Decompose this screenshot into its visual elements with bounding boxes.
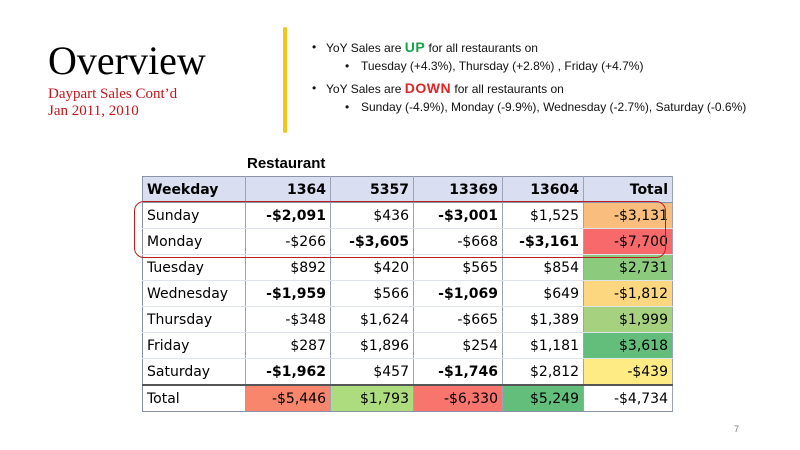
- sales-cell: -$3,161: [502, 228, 584, 255]
- bullet-down: YoY Sales are DOWN for all restaurants o…: [312, 79, 746, 98]
- weekday-cell: Tuesday: [142, 254, 246, 281]
- weekday-cell: Friday: [142, 332, 246, 359]
- sales-cell: -$668: [413, 228, 503, 255]
- bullet-up-prefix: YoY Sales are: [326, 41, 402, 55]
- sales-cell: $1,896: [330, 332, 414, 359]
- weekday-cell: Sunday: [142, 202, 246, 229]
- sales-cell: -$1,959: [245, 280, 331, 307]
- table-row: Wednesday -$1,959 $566 -$1,069 $649 -$1,812: [142, 280, 673, 307]
- header-restaurant-13604: 13604: [502, 176, 584, 203]
- subtitle-line-1: Daypart Sales Cont’d: [48, 86, 178, 102]
- sales-cell: $436: [330, 202, 414, 229]
- sales-cell: -$1,746: [413, 358, 503, 386]
- weekday-cell: Wednesday: [142, 280, 246, 307]
- sunday-monday-highlight: [134, 201, 666, 258]
- sales-cell: -$665: [413, 306, 503, 333]
- down-keyword: DOWN: [404, 80, 452, 96]
- table-row: Thursday -$348 $1,624 -$665 $1,389 $1,999: [142, 306, 673, 333]
- sales-cell: $2,812: [502, 358, 584, 386]
- sales-cell: $566: [330, 280, 414, 307]
- table-row: Tuesday $892 $420 $565 $854 $2,731: [142, 254, 673, 281]
- sales-cell: $420: [330, 254, 414, 281]
- subtitle-line-2: Jan 2011, 2010: [48, 103, 139, 119]
- header-restaurant-13369: 13369: [413, 176, 503, 203]
- total-sales-cell: $1,793: [330, 384, 414, 412]
- sales-cell: $1,389: [502, 306, 584, 333]
- weekday-cell: Saturday: [142, 358, 246, 386]
- weekday-cell: Thursday: [142, 306, 246, 333]
- sales-cell: -$3,001: [413, 202, 503, 229]
- sales-cell: -$3,605: [330, 228, 414, 255]
- table-row: Sunday -$2,091 $436 -$3,001 $1,525 -$3,131: [142, 202, 673, 229]
- total-cell: $1,999: [583, 306, 673, 333]
- total-sales-cell: -$4,734: [583, 384, 673, 412]
- total-sales-cell: -$6,330: [413, 384, 503, 412]
- total-cell: $2,731: [583, 254, 673, 281]
- total-cell: -$3,131: [583, 202, 673, 229]
- restaurant-group-label: Restaurant: [247, 155, 326, 172]
- sales-cell: $1,624: [330, 306, 414, 333]
- table-body: Sunday -$2,091 $436 -$3,001 $1,525 -$3,131 Mon…: [142, 202, 673, 412]
- summary-bullets: YoY Sales are UP for all restaurants on …: [312, 38, 746, 120]
- total-cell: $3,618: [583, 332, 673, 359]
- bullet-down-suffix: for all restaurants on: [454, 82, 564, 96]
- sales-cell: -$2,091: [245, 202, 331, 229]
- sales-cell: $649: [502, 280, 584, 307]
- daypart-sales-table: Weekday 1364 5357 13369 13604 Total Sund…: [142, 176, 673, 412]
- sales-cell: $892: [245, 254, 331, 281]
- sales-cell: $254: [413, 332, 503, 359]
- bullet-up: YoY Sales are UP for all restaurants on: [312, 38, 746, 57]
- bullet-down-prefix: YoY Sales are: [326, 82, 402, 96]
- table-total-row: Total -$5,446 $1,793 -$6,330 $5,249 -$4,734: [142, 384, 673, 412]
- table-row: Monday -$266 -$3,605 -$668 -$3,161 -$7,700: [142, 228, 673, 255]
- sales-cell: $1,525: [502, 202, 584, 229]
- weekday-cell: Monday: [142, 228, 246, 255]
- header-restaurant-1364: 1364: [245, 176, 331, 203]
- up-keyword: UP: [404, 39, 426, 55]
- sales-cell: -$266: [245, 228, 331, 255]
- sales-cell: $1,181: [502, 332, 584, 359]
- table-row: Saturday -$1,962 $457 -$1,746 $2,812 -$439: [142, 358, 673, 386]
- sales-cell: $287: [245, 332, 331, 359]
- bullet-up-suffix: for all restaurants on: [428, 41, 538, 55]
- table-row: Friday $287 $1,896 $254 $1,181 $3,618: [142, 332, 673, 359]
- total-cell: -$1,812: [583, 280, 673, 307]
- sales-cell: -$1,069: [413, 280, 503, 307]
- table-header-row: Weekday 1364 5357 13369 13604 Total: [142, 176, 673, 203]
- bullet-down-detail: Sunday (-4.9%), Monday (-9.9%), Wednesda…: [345, 98, 746, 116]
- total-sales-cell: -$5,446: [245, 384, 331, 412]
- total-cell: -$439: [583, 358, 673, 386]
- slide-title: Overview: [48, 38, 206, 83]
- sales-cell: $854: [502, 254, 584, 281]
- header-weekday: Weekday: [142, 176, 246, 203]
- sales-cell: -$348: [245, 306, 331, 333]
- header-restaurant-5357: 5357: [330, 176, 414, 203]
- header-total: Total: [583, 176, 673, 203]
- total-sales-cell: $5,249: [502, 384, 584, 412]
- sales-cell: -$1,962: [245, 358, 331, 386]
- sales-cell: $565: [413, 254, 503, 281]
- slide-subtitle: Daypart Sales Cont’d Jan 2011, 2010: [48, 86, 177, 120]
- yellow-divider: [283, 27, 287, 133]
- bullet-up-detail: Tuesday (+4.3%), Thursday (+2.8%) , Frid…: [345, 57, 746, 75]
- sales-cell: $457: [330, 358, 414, 386]
- page-number: 7: [734, 424, 740, 434]
- total-label-cell: Total: [142, 384, 246, 412]
